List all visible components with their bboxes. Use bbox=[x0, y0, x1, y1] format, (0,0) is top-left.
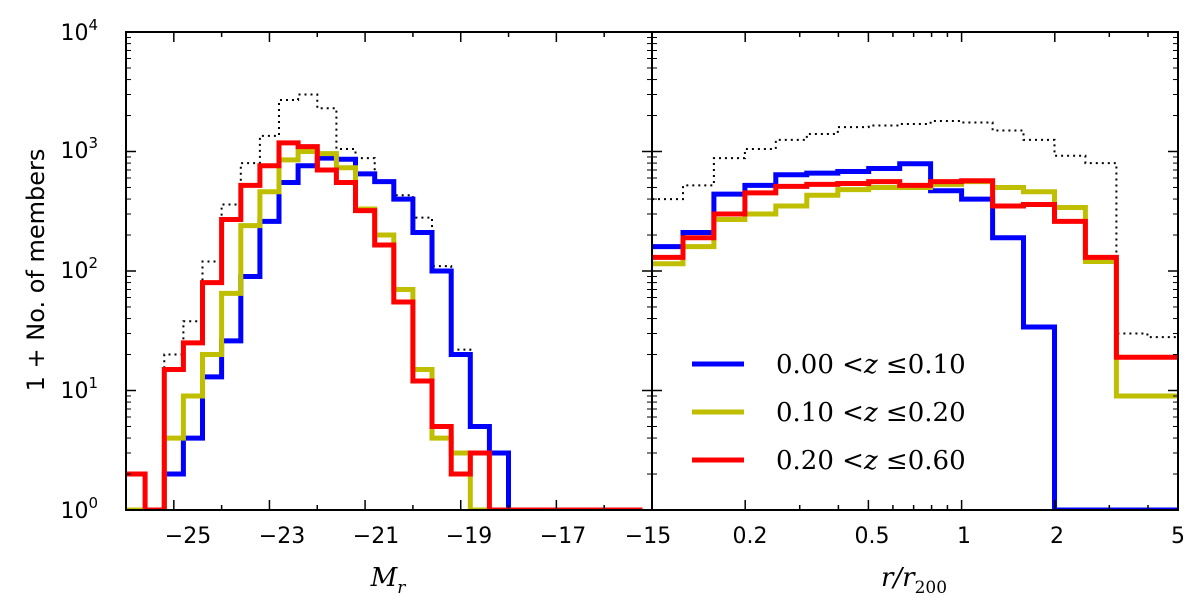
y-tick-labels: 100 101 102 103 104 bbox=[60, 16, 98, 524]
right-x-tick-label: 2 bbox=[1050, 524, 1064, 549]
y-axis-label: 1 + No. of members bbox=[22, 149, 50, 392]
y-tick-label: 101 bbox=[60, 374, 98, 404]
right-x-tick-label: 1 bbox=[957, 524, 971, 549]
right-series-all bbox=[652, 120, 1178, 339]
legend-label-1: 0.00 <z ≤0.10 bbox=[776, 350, 966, 380]
left-x-tick-labels: −25 −23 −21 −19 −17 −15 bbox=[165, 524, 671, 549]
y-tick-label: 104 bbox=[60, 16, 98, 46]
left-x-tick-label: −21 bbox=[353, 524, 399, 549]
left-x-tick-label: −19 bbox=[446, 524, 492, 549]
legend: 0.00 <z ≤0.10 0.10 <z ≤0.20 0.20 <z ≤0.6… bbox=[692, 350, 966, 476]
left-x-tick-label: −23 bbox=[259, 524, 305, 549]
y-tick-label: 102 bbox=[60, 254, 98, 284]
right-x-axis-label: r/r200 bbox=[881, 563, 947, 598]
right-frame bbox=[651, 31, 1179, 511]
right-panel bbox=[651, 31, 1179, 511]
right-x-tick-label: 5 bbox=[1171, 524, 1185, 549]
left-x-axis-label: Mr bbox=[370, 563, 407, 598]
left-x-tick-label: −25 bbox=[165, 524, 211, 549]
right-x-tick-label: 0.2 bbox=[733, 524, 768, 549]
left-x-tick-label: −15 bbox=[625, 524, 671, 549]
right-x-tick-labels: 0.2 0.5 1 2 5 bbox=[733, 524, 1186, 549]
left-series-bfbf00 bbox=[126, 149, 643, 510]
legend-label-2: 0.10 <z ≤0.20 bbox=[776, 398, 966, 428]
y-tick-label: 103 bbox=[60, 134, 98, 164]
left-panel bbox=[125, 31, 653, 511]
right-series-ff0000 bbox=[652, 178, 1178, 360]
left-series-ff0000 bbox=[126, 140, 643, 510]
right-x-tick-label: 0.5 bbox=[855, 524, 890, 549]
y-tick-label: 100 bbox=[60, 494, 98, 524]
legend-label-3: 0.20 <z ≤0.60 bbox=[776, 446, 966, 476]
left-x-tick-label: −17 bbox=[540, 524, 586, 549]
